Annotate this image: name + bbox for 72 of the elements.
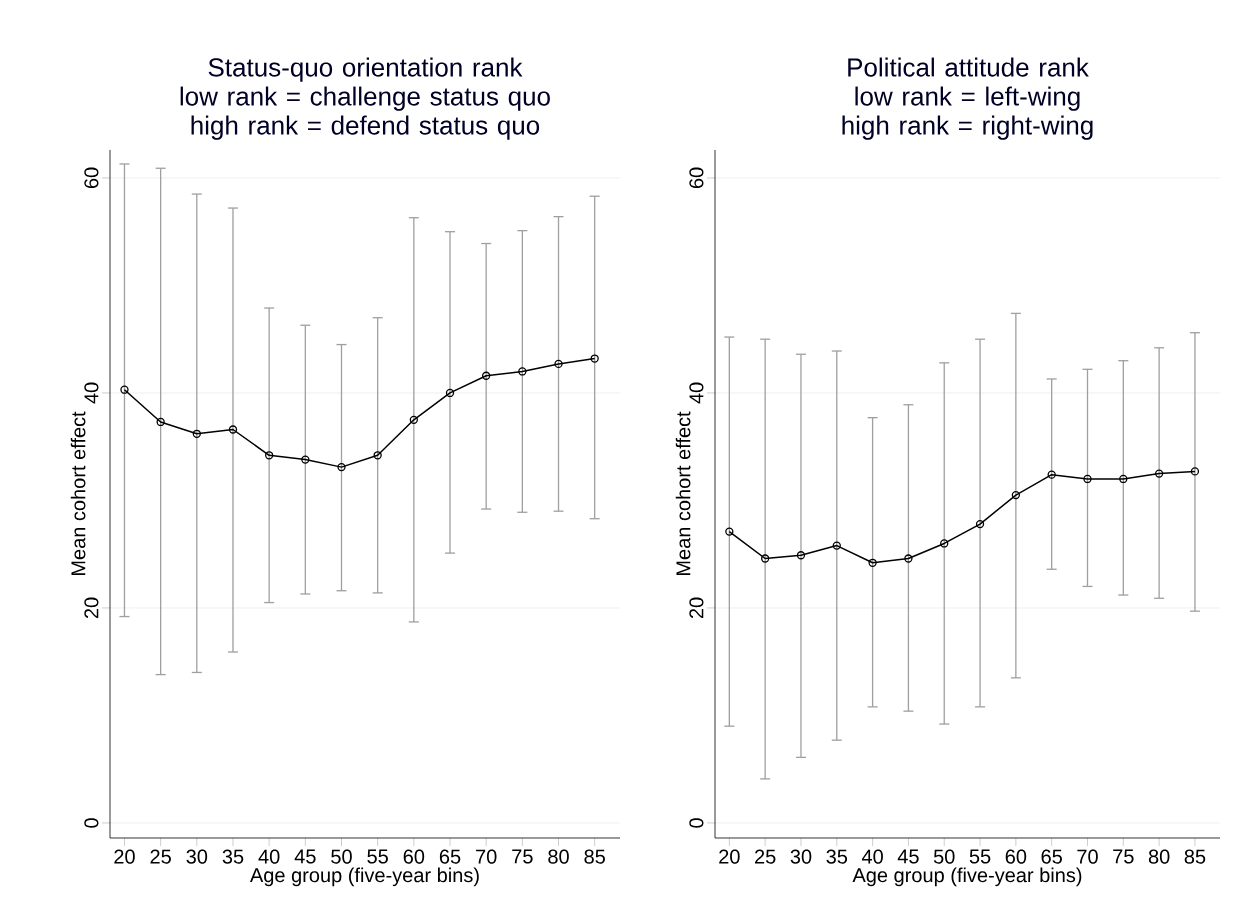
point bbox=[904, 554, 913, 563]
y-tick-label: 60 bbox=[84, 167, 99, 189]
x-tick-label: 85 bbox=[1184, 849, 1206, 864]
y-tick-label: 40 bbox=[84, 382, 99, 404]
y-tick-label: 20 bbox=[689, 597, 704, 619]
x-axis-title: Age group (five-year bins) bbox=[852, 867, 1082, 887]
chart-title: Political attitude rank bbox=[848, 57, 1089, 77]
x-tick-label: 50 bbox=[331, 849, 352, 864]
point bbox=[337, 462, 346, 472]
point bbox=[1011, 490, 1021, 500]
point bbox=[373, 451, 382, 460]
point bbox=[1083, 474, 1092, 484]
x-tick-label: 80 bbox=[1148, 849, 1170, 864]
x-tick-label: 75 bbox=[512, 849, 533, 864]
point bbox=[156, 417, 165, 427]
x-tick-label: 35 bbox=[826, 849, 848, 864]
x-tick-label: 20 bbox=[114, 849, 135, 864]
point bbox=[868, 558, 877, 567]
point bbox=[228, 425, 238, 434]
point bbox=[1154, 469, 1164, 478]
point bbox=[1190, 467, 1200, 476]
x-tick-label: 55 bbox=[969, 849, 991, 864]
x-tick-label: 40 bbox=[258, 849, 280, 864]
point bbox=[301, 455, 310, 464]
x-tick-label: 70 bbox=[476, 849, 497, 864]
chart-subtitle: low rank = challenge status quo high rank = defend status quo bbox=[180, 86, 550, 140]
y-axis-title: Mean cohort effect bbox=[70, 411, 86, 575]
y-tick-label: 40 bbox=[689, 382, 704, 404]
point bbox=[192, 429, 201, 438]
x-tick-label: 45 bbox=[897, 849, 919, 864]
x-tick-label: 50 bbox=[933, 849, 955, 864]
point bbox=[975, 519, 985, 529]
point bbox=[761, 554, 770, 563]
point bbox=[482, 371, 491, 380]
x-tick-label: 75 bbox=[1113, 849, 1134, 864]
y-tick-label: 0 bbox=[689, 818, 704, 828]
point bbox=[590, 354, 599, 363]
y-axis-title: Mean cohort effect bbox=[675, 411, 691, 575]
x-tick-label: 55 bbox=[367, 849, 388, 864]
y-tick-label: 20 bbox=[84, 597, 99, 619]
point bbox=[1119, 474, 1128, 484]
x-tick-label: 45 bbox=[294, 849, 316, 864]
y-tick-label: 0 bbox=[84, 818, 99, 828]
point bbox=[120, 385, 129, 394]
x-tick-label: 65 bbox=[439, 849, 461, 864]
point bbox=[518, 367, 527, 376]
point bbox=[409, 415, 418, 424]
x-tick-label: 35 bbox=[222, 849, 244, 864]
point bbox=[940, 539, 949, 548]
y-tick-label: 60 bbox=[689, 167, 704, 189]
x-tick-label: 60 bbox=[403, 849, 425, 864]
point bbox=[445, 388, 455, 398]
x-tick-label: 85 bbox=[584, 849, 605, 864]
x-tick-label: 80 bbox=[548, 849, 569, 864]
x-tick-label: 30 bbox=[790, 849, 812, 864]
point bbox=[832, 541, 841, 550]
x-tick-label: 30 bbox=[186, 849, 208, 864]
x-tick-label: 25 bbox=[755, 849, 776, 864]
point bbox=[725, 527, 734, 536]
x-tick-label: 70 bbox=[1077, 849, 1098, 864]
point bbox=[554, 359, 563, 369]
chart-subtitle: low rank = left-wing high rank = right-wing bbox=[842, 86, 1093, 140]
x-tick-label: 40 bbox=[861, 849, 883, 864]
x-axis-title: Age group (five-year bins) bbox=[249, 867, 479, 887]
x-tick-label: 25 bbox=[150, 849, 171, 864]
point bbox=[1047, 470, 1056, 479]
point bbox=[796, 551, 806, 560]
x-tick-label: 20 bbox=[719, 849, 740, 864]
x-tick-label: 60 bbox=[1005, 849, 1027, 864]
x-tick-label: 65 bbox=[1041, 849, 1062, 864]
chart-title: Status-quo orientation rank bbox=[208, 57, 523, 82]
point bbox=[265, 451, 274, 460]
